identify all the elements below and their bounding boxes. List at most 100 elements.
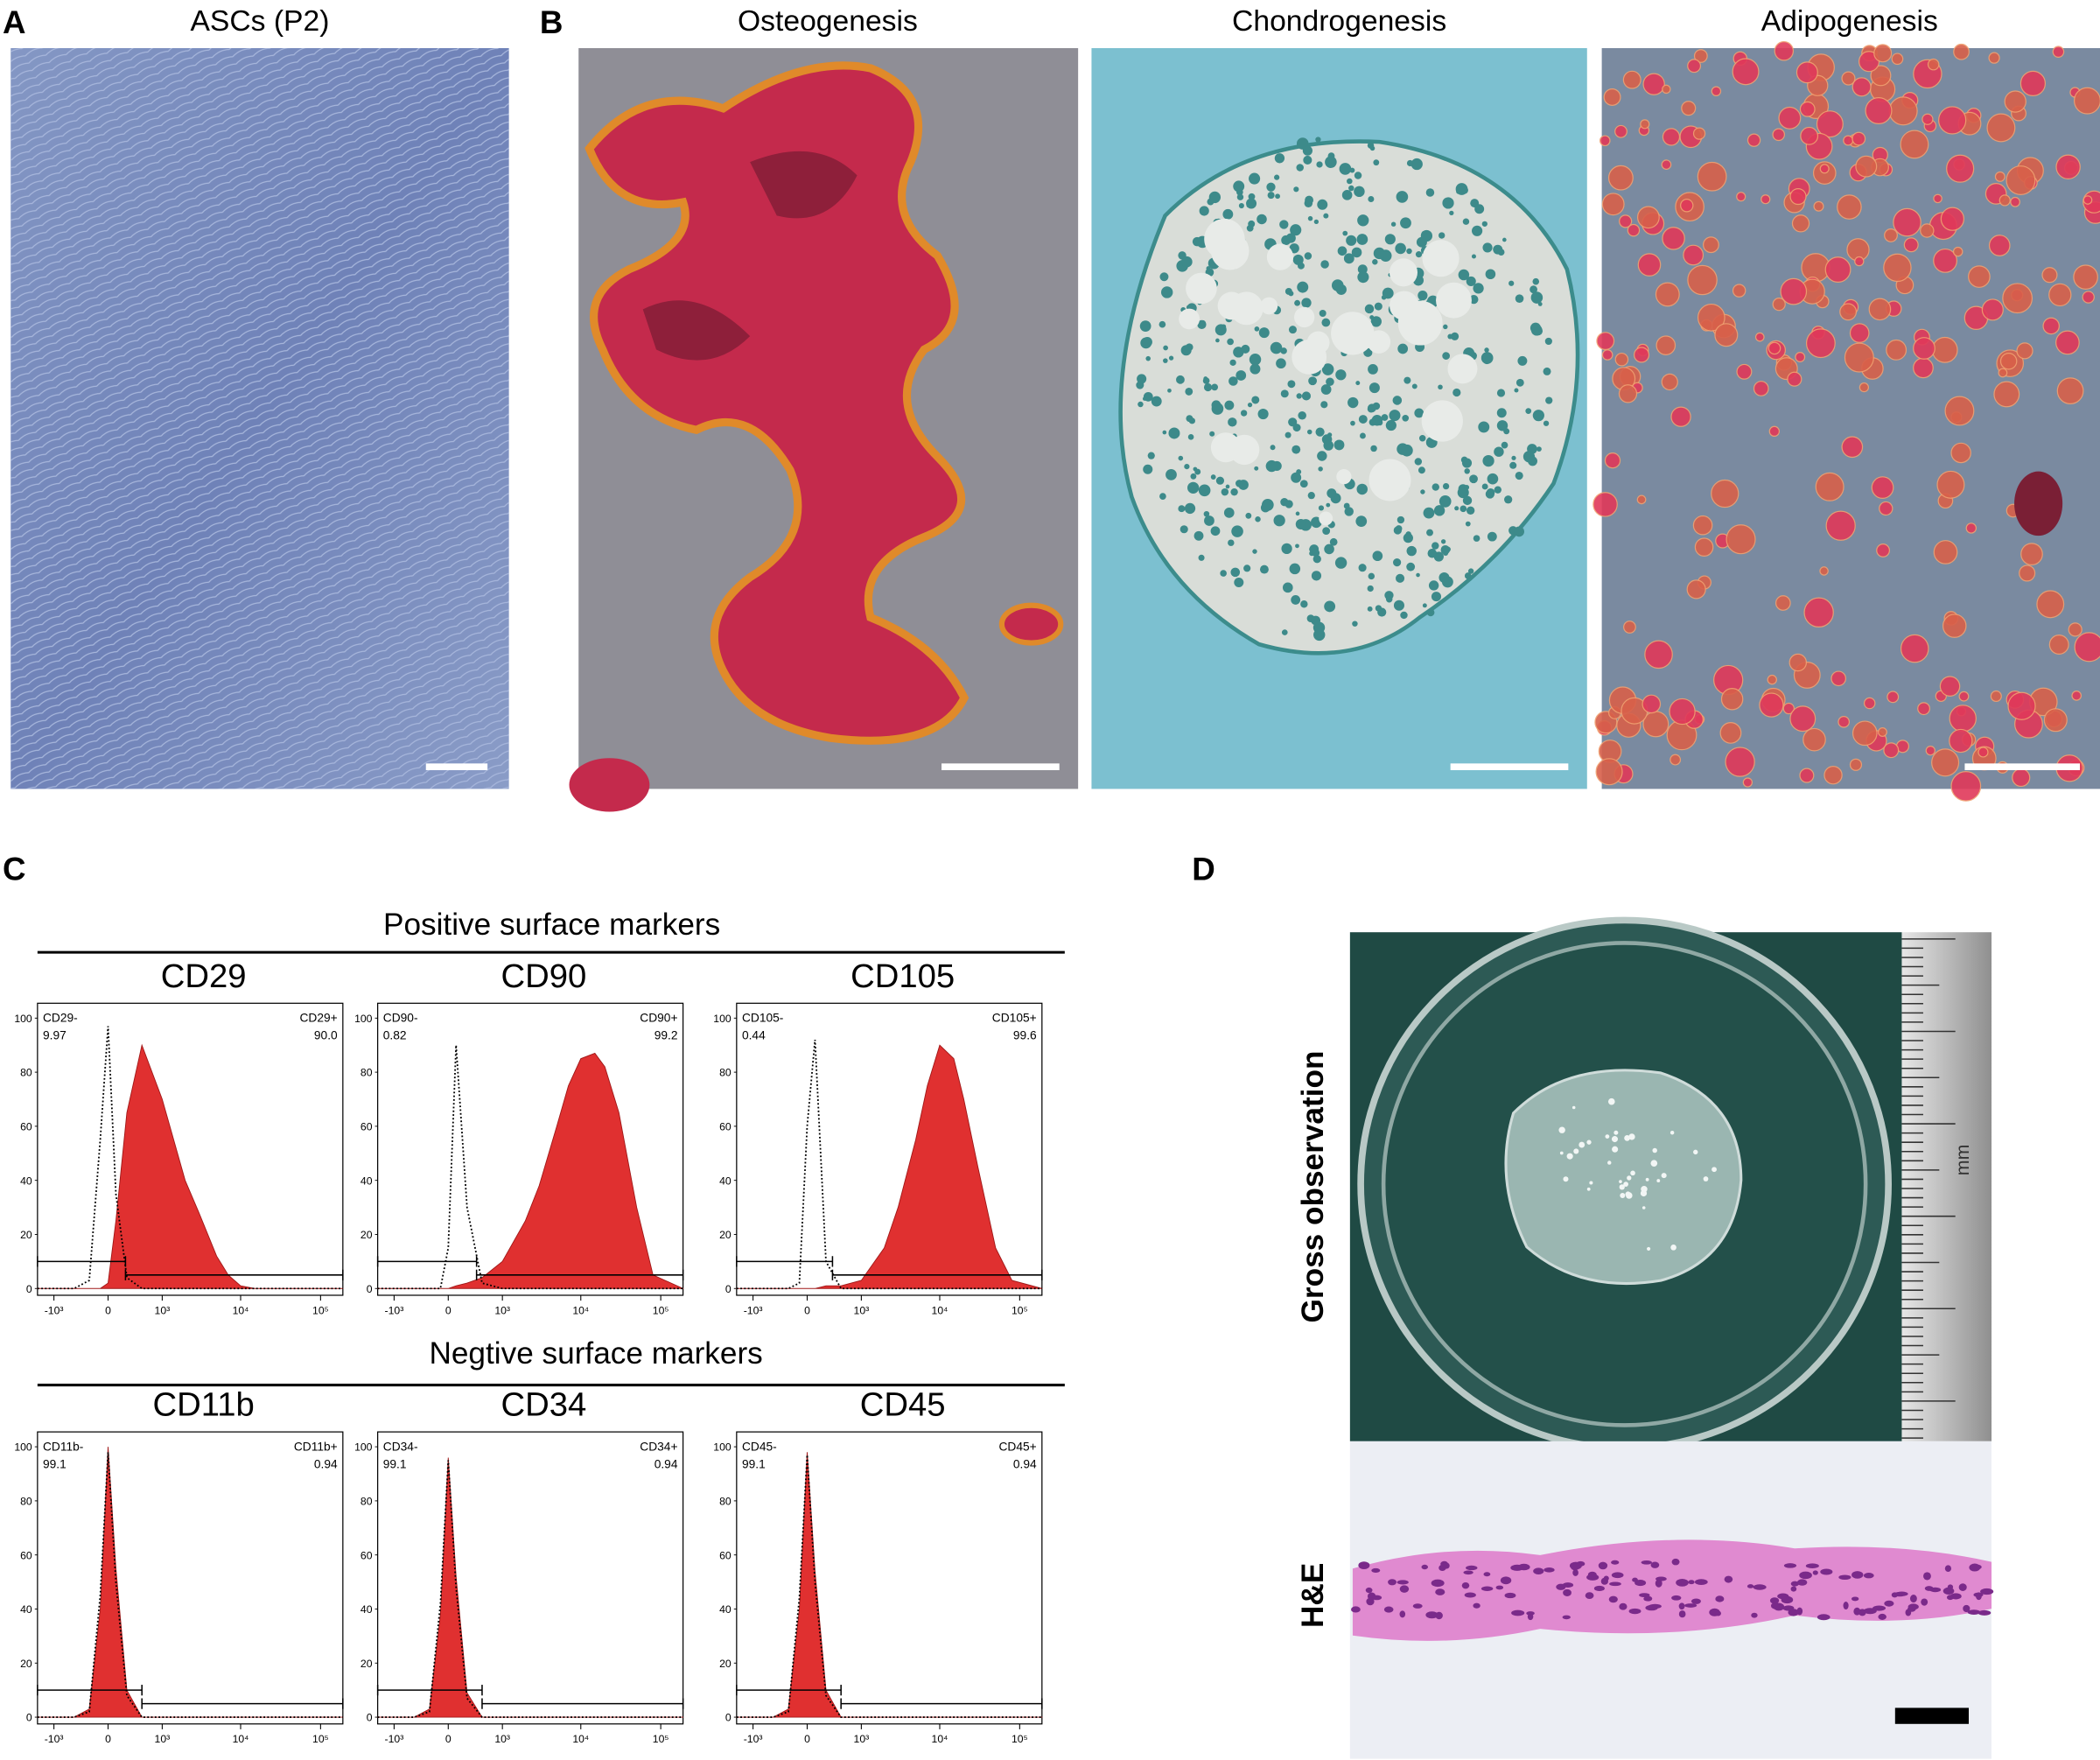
cell: [1389, 410, 1401, 422]
lipid-droplet: [1981, 298, 2004, 321]
lacuna: [1294, 306, 1315, 328]
lipid-droplet: [1791, 214, 1810, 233]
x-tick-label: 0: [105, 1733, 111, 1745]
lipid-droplet: [1830, 670, 1846, 687]
nucleus: [1655, 1579, 1662, 1588]
nucleus: [1796, 1579, 1808, 1586]
cell: [1198, 484, 1211, 497]
lipid-droplet: [1692, 515, 1713, 536]
cell: [1373, 247, 1386, 260]
nucleus: [1678, 1602, 1685, 1610]
x-tick-label: 0: [445, 1733, 452, 1745]
scaffold-fleck: [1623, 1182, 1628, 1187]
lipid-droplet: [1854, 256, 1865, 267]
cell: [1223, 508, 1235, 518]
y-tick-label: 100: [354, 1441, 373, 1454]
x-tick-label: -10³: [45, 1733, 64, 1745]
lipid-droplet: [1986, 113, 2016, 143]
cell: [1396, 191, 1409, 203]
gate-percent: 99.1: [43, 1457, 66, 1470]
lipid-droplet: [1780, 277, 1808, 305]
cell: [1276, 358, 1286, 369]
cell: [1431, 592, 1442, 602]
scale-bar: [1450, 763, 1569, 770]
panel-letter: B: [540, 4, 564, 40]
lipid-droplet: [1949, 728, 1973, 754]
lipid-droplet: [1819, 566, 1829, 576]
nucleus: [1799, 1571, 1812, 1580]
cell: [1466, 276, 1476, 286]
x-tick-label: 10³: [854, 1733, 870, 1745]
cell: [1411, 383, 1418, 389]
cell: [1481, 483, 1488, 490]
scaffold: [1504, 1069, 1743, 1286]
nucleus: [1671, 1595, 1682, 1601]
cell: [1236, 480, 1243, 487]
nucleus: [1480, 1586, 1494, 1591]
lipid-droplet: [1622, 70, 1642, 89]
cell: [1279, 220, 1289, 229]
cell: [1418, 291, 1428, 301]
lipid-droplet: [1789, 187, 1807, 206]
lipid-droplet: [1816, 110, 1844, 138]
lacuna: [1422, 240, 1460, 277]
cell: [1452, 388, 1461, 397]
cell: [1406, 562, 1416, 571]
lipid-droplet: [1759, 692, 1784, 718]
scaffold-fleck: [1670, 1245, 1676, 1251]
lipid-droplet: [2007, 691, 2036, 720]
cell: [1284, 500, 1293, 508]
y-tick-label: 40: [20, 1175, 32, 1187]
cell: [1400, 444, 1413, 457]
nucleus: [1643, 1596, 1650, 1602]
cell: [1545, 396, 1553, 404]
lipid-droplet: [1768, 425, 1781, 438]
cell: [1305, 195, 1314, 205]
cell: [1442, 352, 1451, 360]
y-tick-label: 0: [26, 1712, 32, 1724]
cell: [1294, 299, 1301, 306]
nucleus: [1464, 1592, 1476, 1598]
cell: [1274, 174, 1280, 180]
histogram-title: CD105: [850, 957, 955, 995]
scaffold-fleck: [1607, 1097, 1615, 1105]
lipid-droplet: [1920, 223, 1935, 238]
lipid-droplet: [1614, 124, 1628, 138]
cell: [1406, 159, 1414, 167]
cell: [1465, 521, 1471, 527]
lipid-droplet: [1592, 492, 1618, 517]
cell: [1236, 370, 1247, 381]
cell: [1426, 529, 1433, 536]
nucleus: [1769, 1597, 1780, 1604]
cell: [1313, 628, 1326, 642]
cell: [1335, 369, 1347, 381]
cell: [1298, 411, 1306, 420]
stained-area: [736, 1044, 1043, 1289]
cell: [1209, 431, 1215, 437]
lipid-droplet: [1849, 323, 1870, 343]
isotype-curve: [377, 1045, 683, 1290]
cell: [1323, 440, 1334, 451]
nucleus: [1843, 1602, 1849, 1610]
gate-name: CD105-: [742, 1012, 783, 1025]
cell: [1296, 393, 1302, 399]
lipid-droplet: [1900, 130, 1929, 159]
gate-percent: 0.44: [742, 1029, 766, 1042]
cell: [1203, 510, 1210, 517]
x-tick-label: -10³: [744, 1733, 763, 1745]
scale-bar: [1964, 763, 2081, 770]
y-tick-label: 0: [26, 1283, 32, 1295]
x-tick-label: 0: [804, 1304, 810, 1316]
nucleus: [1399, 1610, 1406, 1618]
cell: [1433, 505, 1446, 516]
cell: [1432, 483, 1439, 491]
nucleus: [1923, 1572, 1931, 1581]
cell: [1229, 359, 1236, 366]
nucleus: [1556, 1583, 1566, 1590]
nucleus: [1976, 1592, 1982, 1601]
lacuna: [1179, 308, 1200, 330]
lipid-droplet: [1754, 332, 1765, 342]
cell: [1382, 287, 1394, 299]
cell: [1481, 221, 1488, 227]
cell: [1147, 452, 1155, 459]
